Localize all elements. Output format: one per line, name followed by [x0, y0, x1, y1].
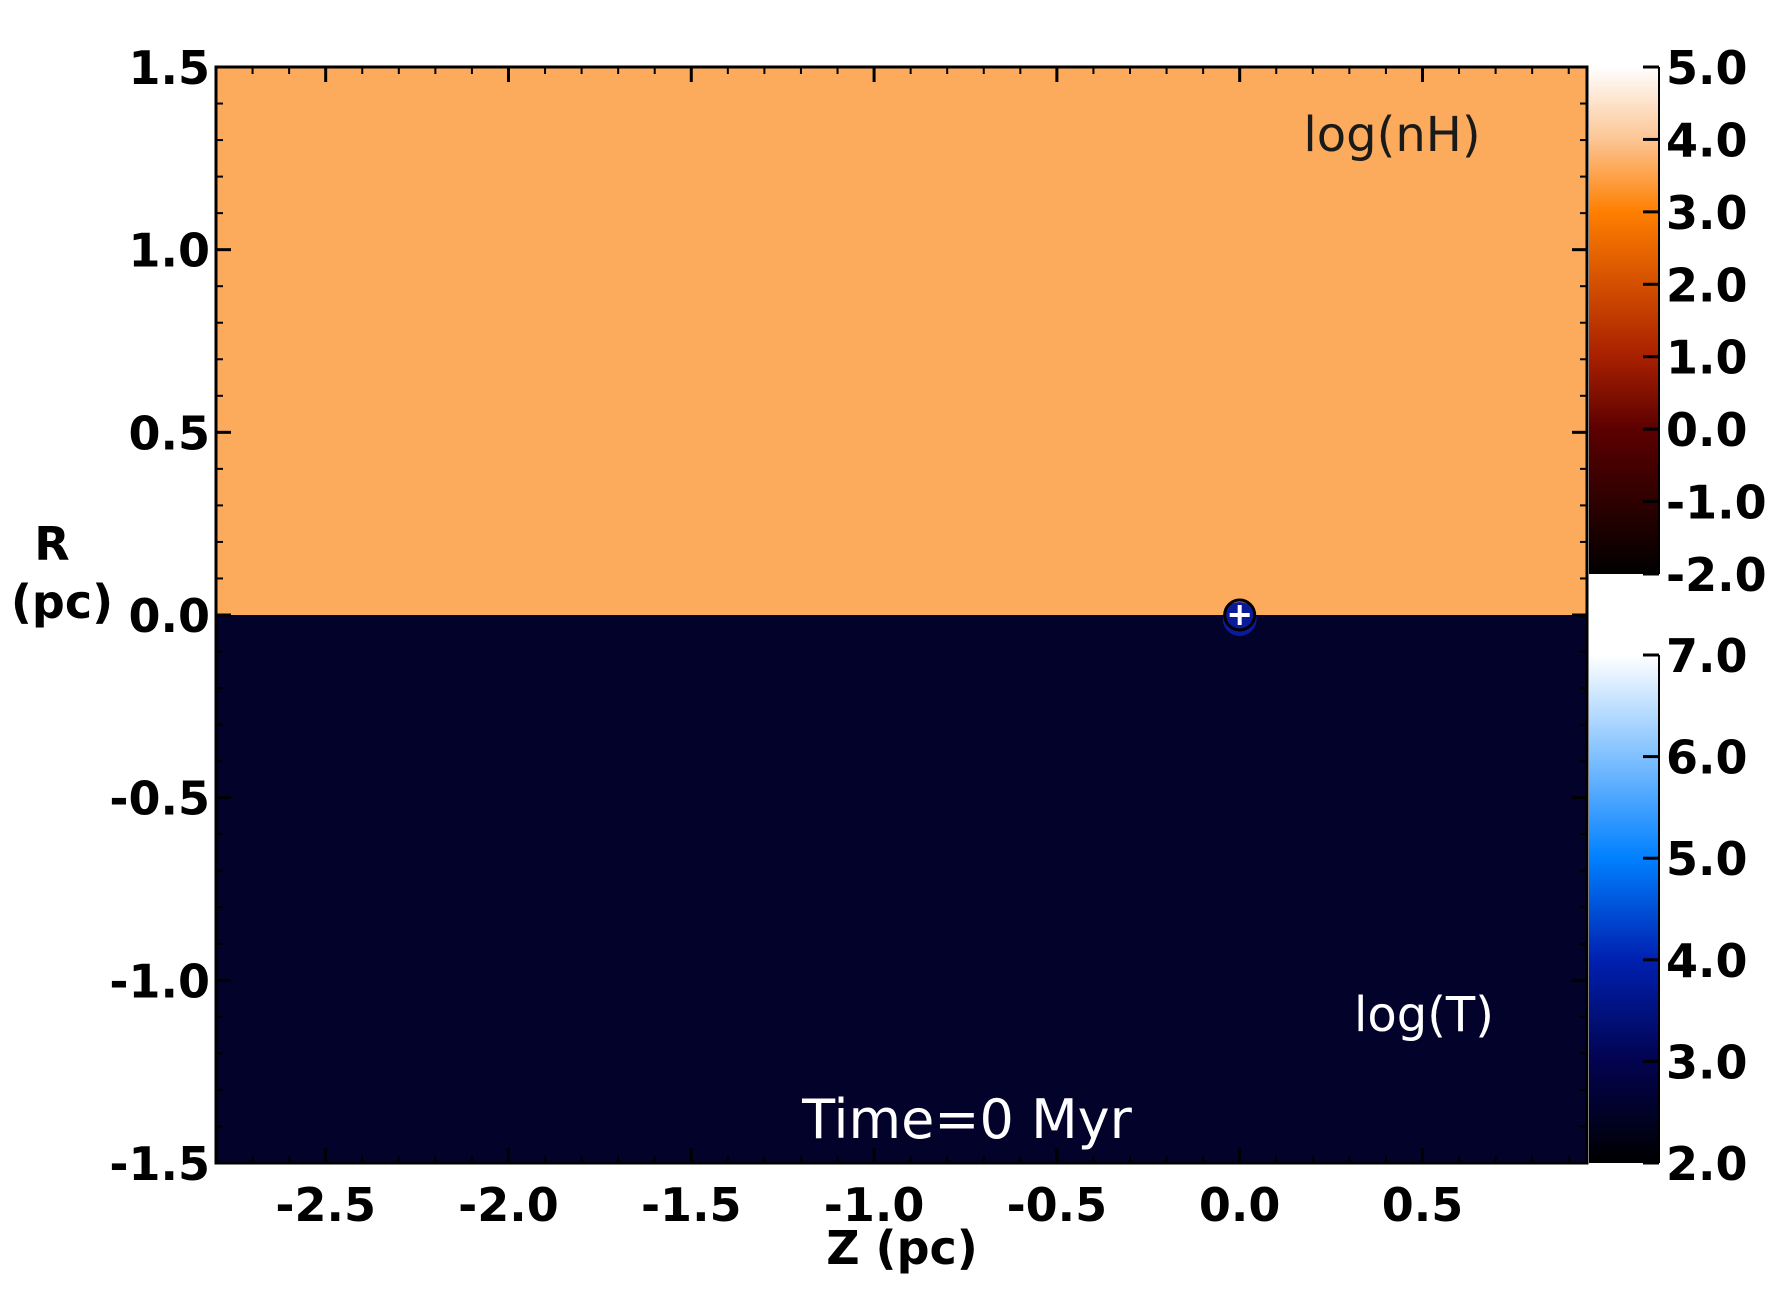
colorbar-t-tick-label: 6.0: [1666, 731, 1748, 785]
colorbar-nh-tick-label: 1.0: [1666, 331, 1748, 385]
colorbar-nh-tick-label: 0.0: [1666, 403, 1748, 457]
y-tick-label: -0.5: [109, 772, 210, 826]
y-tick-label: 1.5: [129, 41, 211, 95]
colorbar-nh-tick-label: 2.0: [1666, 258, 1748, 312]
source-marker-ring: [1223, 598, 1257, 632]
colorbar-nh-tick-label: 3.0: [1666, 186, 1748, 240]
x-tick-label: -2.0: [458, 1178, 559, 1232]
colorbar-t-bar: [1589, 655, 1659, 1163]
y-axis-title-line1: R: [34, 517, 69, 571]
colorbar-t-tick-label: 3.0: [1666, 1035, 1748, 1089]
colorbar-nh-tick-label: -1.0: [1666, 476, 1767, 530]
colorbar-t-tick-label: 2.0: [1666, 1137, 1748, 1191]
upper-panel-label: log(nH): [1303, 107, 1480, 163]
x-tick-label: 0.0: [1199, 1178, 1281, 1232]
y-tick-label: 1.0: [129, 224, 211, 278]
colorbar-nh-bar: [1589, 67, 1659, 574]
y-axis-title-line2: (pc): [11, 575, 113, 629]
y-tick-label: -1.0: [109, 954, 210, 1008]
colorbar-t-tick-label: 4.0: [1666, 934, 1748, 988]
lower-panel-temperature: [216, 615, 1587, 1163]
y-tick-label: -1.5: [109, 1137, 210, 1191]
colorbar-t-tick-label: 7.0: [1666, 629, 1748, 683]
colorbar-nh-tick-label: -2.0: [1666, 548, 1767, 602]
x-tick-label: -0.5: [1007, 1178, 1108, 1232]
y-tick-label: 0.0: [129, 589, 211, 643]
y-tick-label: 0.5: [129, 406, 211, 460]
x-tick-label: -1.0: [824, 1178, 925, 1232]
colorbar-nh-tick-label: 4.0: [1666, 113, 1748, 167]
lower-panel-label: log(T): [1354, 987, 1494, 1043]
x-tick-label: -2.5: [275, 1178, 376, 1232]
x-tick-label: 0.5: [1382, 1178, 1464, 1232]
time-label: Time=0 Myr: [801, 1088, 1132, 1151]
x-tick-label: -1.5: [641, 1178, 742, 1232]
upper-panel-nh: [216, 67, 1587, 615]
colorbar-t-tick-label: 5.0: [1666, 832, 1748, 886]
colorbar-nh-tick-label: 5.0: [1666, 41, 1748, 95]
x-axis-title: Z (pc): [826, 1221, 978, 1275]
